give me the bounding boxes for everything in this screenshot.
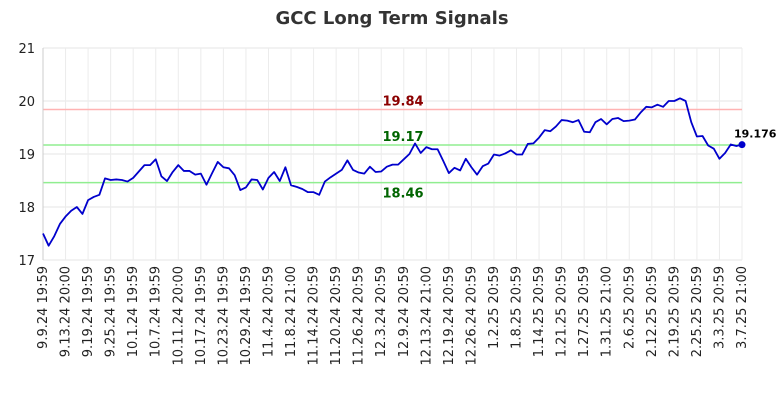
x-tick-label: 9.9.24 19:59 (36, 266, 51, 349)
reference-label: 18.46 (382, 187, 423, 202)
x-tick-label: 1.27.25 20:59 (577, 266, 592, 357)
x-tick-label: 10.7.24 19:59 (149, 266, 164, 357)
x-tick-label: 1.21.25 20:59 (555, 266, 570, 357)
y-tick-label: 19 (18, 148, 35, 163)
axis-layer: 17 18 19 20 21 9.9.24 19:59 9.13.24 20:00 9.19.… (18, 42, 750, 366)
x-tick-label: 1.2.25 20:59 (487, 266, 502, 349)
series-line (42, 97, 743, 247)
x-tick-label: 1.14.25 20:59 (532, 266, 547, 357)
reference-lines (43, 108, 742, 184)
last-point-marker (738, 141, 746, 149)
x-tick-label: 1.8.25 20:59 (510, 266, 525, 349)
x-tick-label: 11.4.24 20:59 (261, 266, 276, 357)
x-tick-label: 2.19.25 20:59 (667, 266, 682, 357)
y-tick-label: 17 (18, 254, 35, 269)
x-tick-label: 1.31.25 21:00 (600, 266, 615, 357)
grid-layer (42, 47, 743, 261)
label-layer: 19.84 19.17 18.46 19.176 (382, 94, 776, 201)
x-tick-label: 9.19.24 19:59 (81, 266, 96, 357)
series-layer (42, 97, 746, 247)
x-tick-label: 3.7.25 21:00 (735, 266, 750, 349)
reference-label: 19.84 (382, 94, 423, 109)
x-tick-label: 9.13.24 20:00 (59, 266, 74, 357)
x-tick-label: 9.25.24 19:59 (104, 266, 119, 357)
x-tick-label: 2.6.25 20:59 (622, 266, 637, 349)
x-tick-label: 11.26.24 20:59 (352, 266, 367, 366)
x-tick-label: 12.13.24 21:00 (419, 266, 434, 366)
x-tick-label: 12.19.24 20:59 (442, 266, 457, 366)
x-tick-label: 12.26.24 20:59 (464, 266, 479, 366)
x-tick-label: 11.20.24 20:59 (329, 266, 344, 366)
y-tick-label: 21 (18, 42, 35, 57)
x-tick-label: 11.14.24 20:59 (307, 266, 322, 366)
x-tick-label: 10.11.24 20:00 (171, 266, 186, 366)
x-tick-label: 12.3.24 20:59 (374, 266, 389, 357)
x-tick-label: 10.23.24 19:59 (216, 266, 231, 366)
chart-title: GCC Long Term Signals (275, 8, 509, 29)
x-tick-label: 10.17.24 19:59 (194, 266, 209, 366)
reference-label: 19.17 (382, 130, 423, 145)
x-tick-label: 11.8.24 21:00 (284, 266, 299, 357)
x-tick-label: 3.3.25 20:59 (712, 266, 727, 349)
y-tick-label: 20 (18, 95, 35, 110)
y-tick-label: 18 (18, 201, 35, 216)
x-tick-label: 2.25.25 20:59 (690, 266, 705, 357)
last-value-label: 19.176 (734, 128, 777, 141)
x-tick-label: 10.29.24 19:59 (239, 266, 254, 366)
x-tick-label: 12.9.24 20:59 (397, 266, 412, 357)
x-tick-label: 10.1.24 19:59 (126, 266, 141, 357)
x-tick-label: 2.12.25 20:59 (645, 266, 660, 357)
